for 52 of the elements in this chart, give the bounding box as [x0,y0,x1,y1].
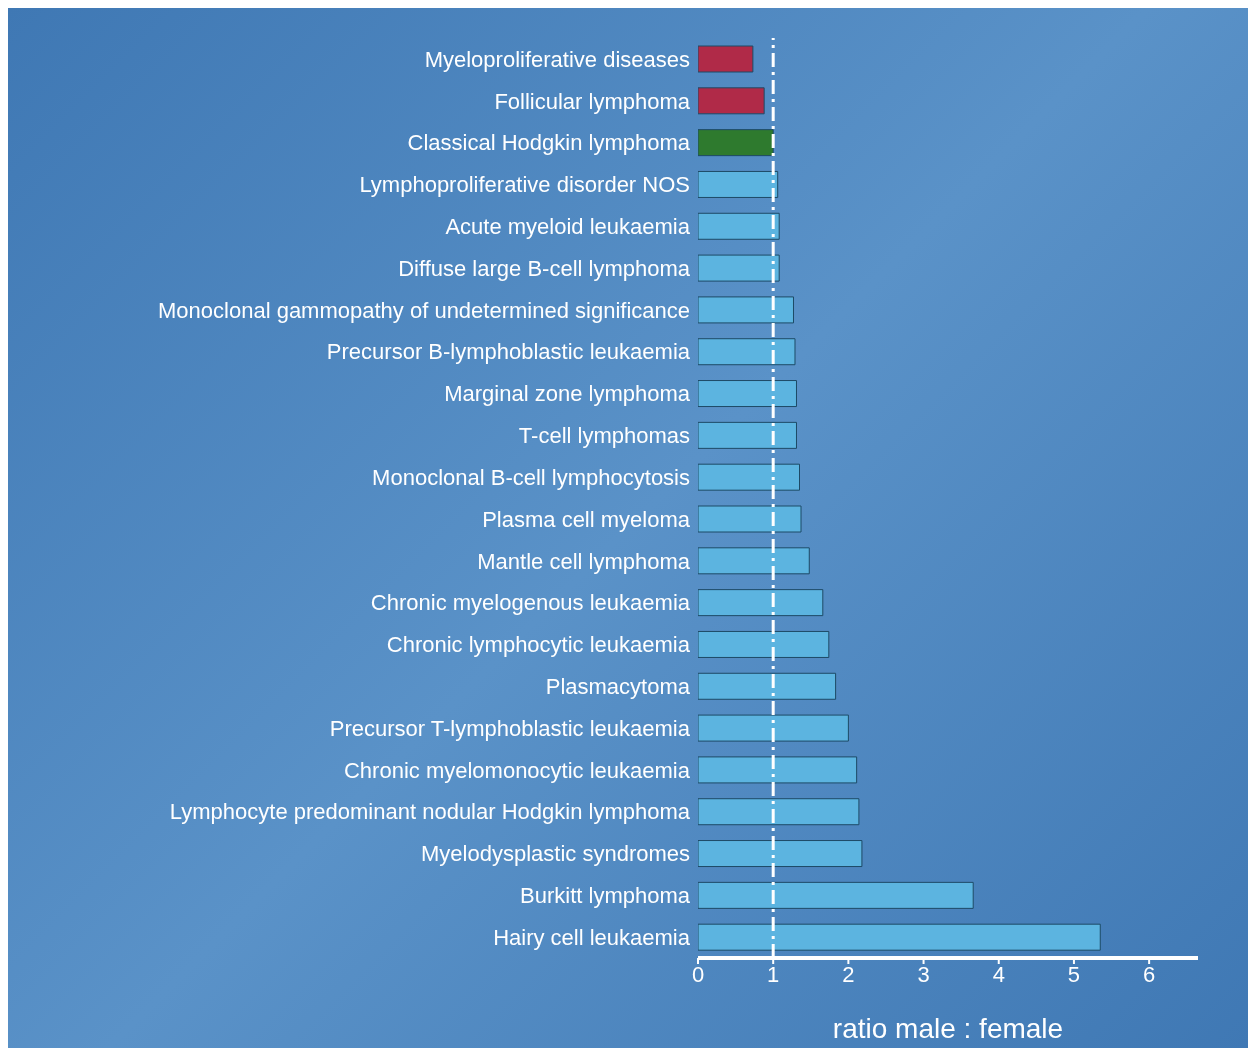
bar [698,170,779,198]
y-tick-label: Lymphoproliferative disorder NOS [359,172,690,198]
y-tick-label: Myeloproliferative diseases [424,46,690,72]
y-tick-label: Chronic myelogenous leukaemia [370,590,691,616]
bar [698,129,774,157]
bar [698,672,837,700]
y-tick-label: Lymphocyte predominant nodular Hodgkin lymphoma [169,799,691,825]
x-tick-label: 1 [767,961,780,987]
x-tick-label: 6 [1143,961,1156,987]
bar [698,212,780,240]
x-tick-label: 5 [1067,961,1081,987]
y-tick-label: Marginal zone lymphoma [444,381,691,407]
bar [698,254,780,282]
bar [698,881,974,909]
bar [698,589,824,617]
bar [698,463,800,491]
bar [698,630,830,658]
y-tick-label: Plasma cell myeloma [482,506,691,532]
y-tick-label: Monoclonal gammopathy of undetermined significance [158,297,690,323]
y-tick-label: Hairy cell leukaemia [493,924,691,950]
bar [698,45,754,73]
x-tick-label: 3 [917,961,930,987]
x-tick-label: 0 [691,961,705,987]
y-tick-label: Chronic myelomonocytic leukaemia [343,757,691,783]
x-tick-label: 2 [842,961,855,987]
bar [698,421,797,449]
y-tick-label: Burkitt lymphoma [520,883,691,909]
bar [698,380,797,408]
y-tick-label: Chronic lymphocytic leukaemia [386,632,691,658]
y-tick-label: Monoclonal B-cell lymphocytosis [372,464,690,490]
y-tick-label: Myelodysplastic syndromes [421,841,690,867]
y-tick-label: Diffuse large B-cell lymphoma [398,255,691,281]
y-tick-label: Mantle cell lymphoma [477,548,691,574]
bar [698,923,1101,951]
y-tick-label: Precursor B-lymphoblastic leukaemia [326,339,691,365]
bar [698,296,794,324]
bar [698,547,810,575]
y-tick-label: Precursor T-lymphoblastic leukaemia [329,715,691,741]
y-tick-label: Plasmacytoma [545,673,691,699]
bar [698,338,796,366]
x-tick-label: 4 [992,961,1005,987]
y-tick-label: Classical Hodgkin lymphoma [407,130,691,156]
y-tick-label: T-cell lymphomas [518,423,690,449]
bar [698,798,860,826]
y-tick-label: Follicular lymphoma [494,88,691,114]
x-axis-title: ratio male : female [832,1013,1064,1044]
bar [698,840,863,868]
y-tick-label: Acute myeloid leukaemia [445,213,691,239]
bar [698,756,858,784]
bar [698,714,849,742]
bar [698,505,802,533]
bar [698,87,765,115]
